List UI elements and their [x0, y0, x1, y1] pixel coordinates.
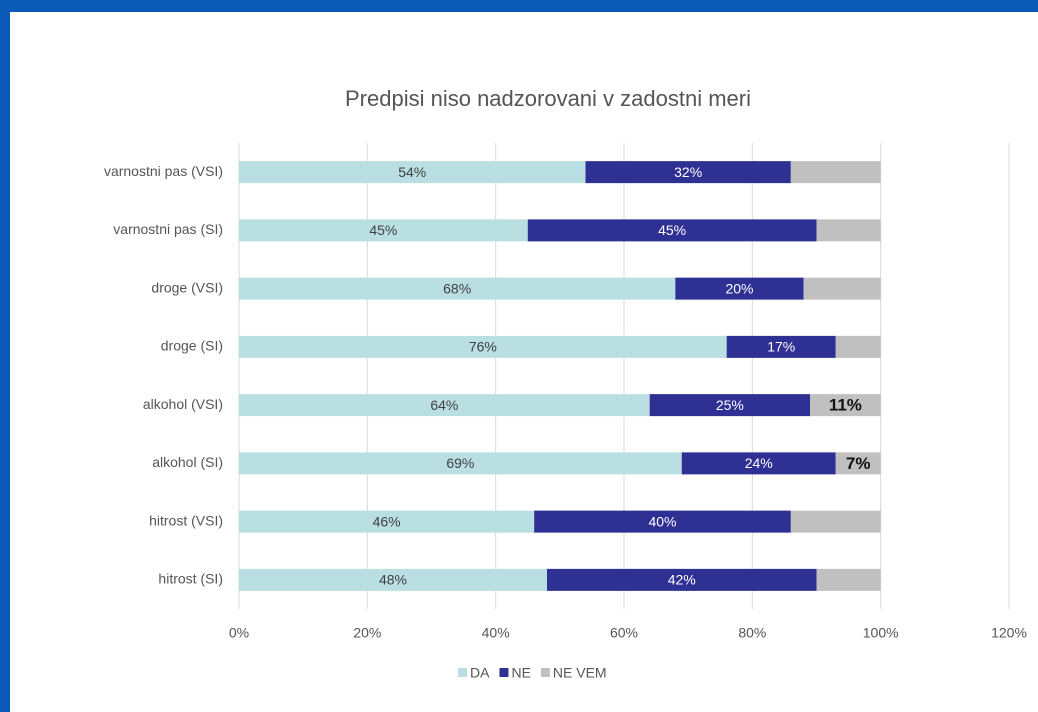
data-label: 20% — [725, 280, 753, 296]
bar-segment — [527, 219, 817, 242]
bar-segment — [790, 161, 881, 184]
bar-segment — [681, 452, 836, 475]
x-tick-label: 20% — [353, 625, 381, 641]
x-tick-label: 80% — [738, 625, 766, 641]
y-tick-label: hitrost (VSI) — [149, 512, 223, 528]
bar-segment — [649, 394, 811, 417]
bar-segment — [585, 161, 791, 184]
bar-segment — [810, 394, 881, 417]
bar-segment — [816, 568, 881, 591]
chart-title: Predpisi niso nadzorovani v zadostni mer… — [345, 86, 751, 111]
bar-segment — [547, 568, 817, 591]
legend-label: NE — [511, 665, 530, 681]
y-tick-label: varnostni pas (SI) — [113, 221, 223, 237]
data-label: 11% — [829, 396, 862, 415]
data-label: 25% — [716, 397, 744, 413]
bar-segment — [239, 510, 535, 533]
data-label: 69% — [446, 455, 474, 471]
bar-segment — [835, 335, 881, 358]
y-tick-label: droge (VSI) — [151, 279, 223, 295]
data-label: 32% — [674, 164, 702, 180]
bar-segment — [239, 277, 676, 300]
legend-swatch — [540, 668, 550, 677]
data-label: 45% — [369, 222, 397, 238]
x-tick-label: 40% — [482, 625, 510, 641]
x-tick-label: 100% — [863, 625, 899, 641]
bar-segment — [239, 394, 650, 417]
data-label: 40% — [648, 513, 676, 529]
bar-segment — [239, 452, 682, 475]
legend-swatch — [499, 668, 509, 677]
data-label: 76% — [469, 339, 497, 355]
x-tick-label: 0% — [229, 625, 249, 641]
bar-segment — [239, 161, 586, 184]
bar-segment — [726, 335, 836, 358]
bar-segment — [816, 219, 881, 242]
bar-segment — [239, 568, 547, 591]
y-tick-label: droge (SI) — [161, 338, 223, 354]
y-tick-label: hitrost (SI) — [158, 571, 223, 587]
data-label: 42% — [668, 572, 696, 588]
frame — [10, 12, 1038, 712]
data-label: 68% — [443, 280, 471, 296]
data-label: 54% — [398, 164, 426, 180]
bar-segment — [790, 510, 881, 533]
data-label: 24% — [745, 455, 773, 471]
legend-label: DA — [470, 665, 490, 681]
x-tick-label: 120% — [991, 625, 1027, 641]
legend-label: NE VEM — [553, 665, 607, 681]
data-label: 46% — [373, 513, 401, 529]
bar-segment — [803, 277, 881, 300]
y-tick-label: alkohol (SI) — [152, 454, 223, 470]
bar-segment — [534, 510, 791, 533]
y-tick-label: varnostni pas (VSI) — [104, 163, 223, 179]
x-tick-label: 60% — [610, 625, 638, 641]
data-label: 48% — [379, 572, 407, 588]
y-tick-label: alkohol (VSI) — [143, 396, 223, 412]
legend-swatch — [458, 668, 467, 677]
bar-segment — [835, 452, 881, 475]
data-label: 17% — [767, 339, 795, 355]
bar-segment — [239, 219, 528, 242]
data-label: 64% — [430, 397, 458, 413]
bar-segment — [675, 277, 804, 300]
data-label: 45% — [658, 222, 686, 238]
data-label: 7% — [846, 454, 871, 473]
bar-segment — [239, 335, 727, 358]
